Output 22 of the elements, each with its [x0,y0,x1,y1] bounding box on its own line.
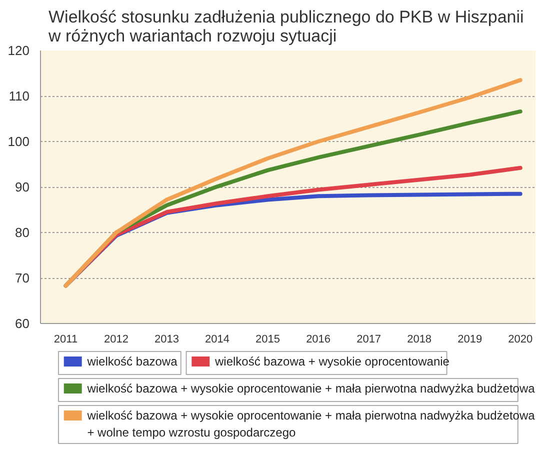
x-tick-label: 2011 [54,334,78,346]
x-tick-label: 2016 [306,334,331,346]
x-tick-label: 2017 [356,334,382,346]
y-tick-label: 70 [15,270,30,286]
y-tick-label: 60 [15,316,30,331]
y-tick-label: 80 [15,225,30,240]
chart-title: Wielkość stosunku zadłużenia publicznego do PKB w Hiszpanii w różnych wariantach rozwoju sytuacji [48,8,524,46]
x-tick-label: 2020 [508,334,533,346]
x-tick-label: 2019 [458,334,482,346]
y-tick-label: 100 [8,134,30,149]
y-tick-label: 90 [15,180,30,194]
legend-label: wielkość bazowa + wysokie oprocentowanie + mała pierwotna nadwyżka budżetowa [86,382,536,396]
y-tick-label: 110 [8,88,30,104]
x-tick-label: 2013 [154,334,180,346]
y-tick-label: 120 [8,43,30,58]
x-tick-label: 2012 [104,334,129,346]
x-tick-label: 2018 [407,334,432,346]
legend-label: wielkość bazowa + wysokie oprocentowanie [214,354,450,368]
legend-label: wielkość bazowa + wysokie oprocentowanie + mała pierwotna nadwyżka budżetowa + wolne tempo wzrostu gospodarczego [86,408,536,440]
x-tick-label: 2015 [256,334,280,346]
x-tick-label: 2014 [205,334,230,346]
legend-label: wielkość bazowa [86,354,178,368]
